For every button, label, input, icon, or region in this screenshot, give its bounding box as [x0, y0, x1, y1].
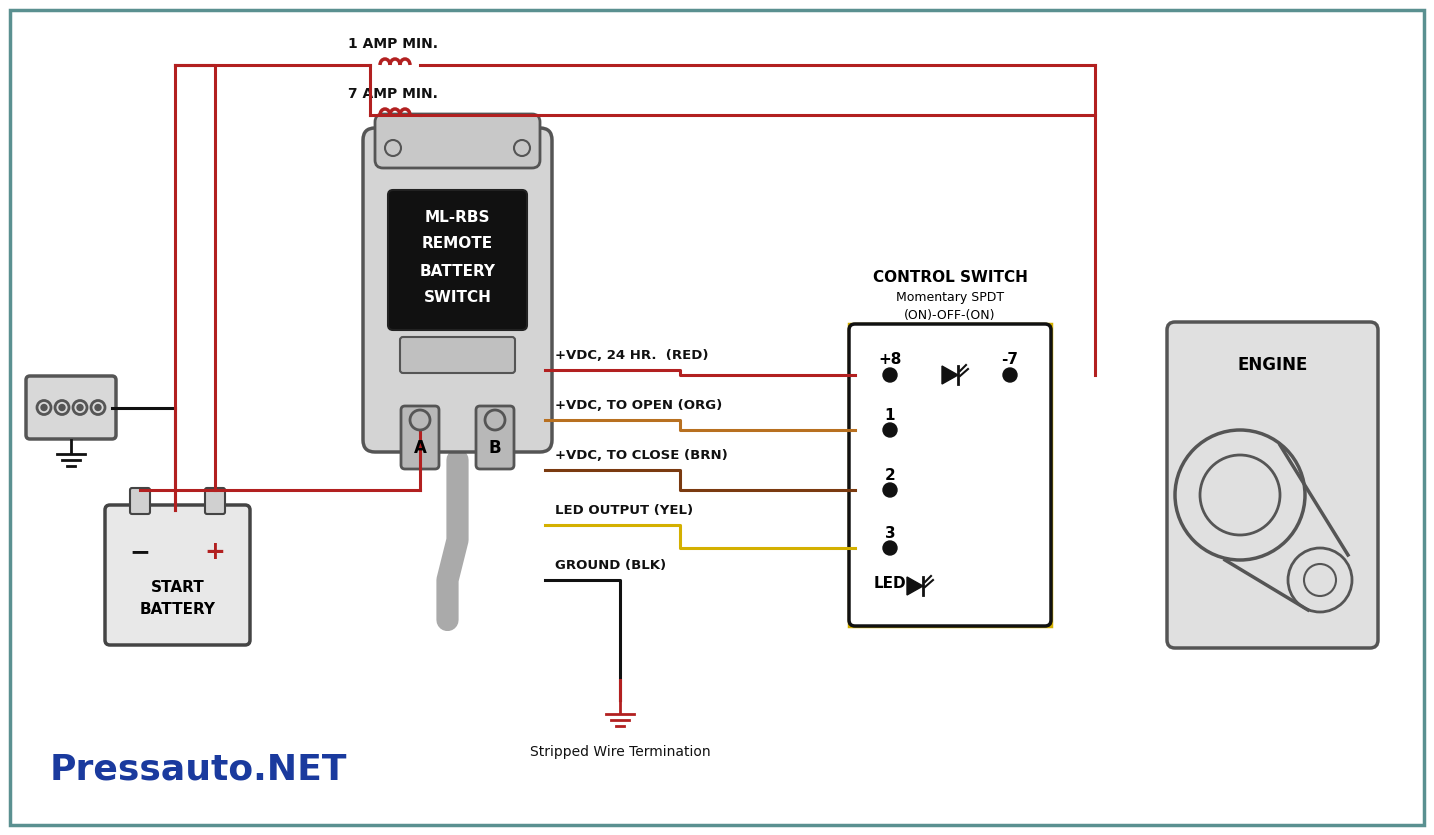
Polygon shape [942, 366, 958, 384]
Text: A: A [413, 439, 426, 457]
Text: START: START [151, 580, 205, 595]
FancyBboxPatch shape [400, 337, 515, 373]
Text: 3: 3 [885, 527, 895, 542]
FancyBboxPatch shape [476, 406, 513, 469]
Text: 2: 2 [885, 468, 895, 483]
FancyBboxPatch shape [376, 114, 541, 168]
Circle shape [883, 541, 898, 555]
FancyBboxPatch shape [205, 488, 225, 514]
FancyBboxPatch shape [389, 190, 528, 330]
Text: ENGINE: ENGINE [1238, 356, 1308, 374]
Text: +VDC, TO CLOSE (BRN): +VDC, TO CLOSE (BRN) [555, 449, 727, 462]
FancyBboxPatch shape [105, 505, 250, 645]
Text: +VDC, TO OPEN (ORG): +VDC, TO OPEN (ORG) [555, 399, 723, 412]
Circle shape [95, 404, 100, 411]
Text: +: + [205, 540, 225, 564]
Circle shape [883, 483, 898, 497]
Bar [849, 324, 1051, 626]
Circle shape [1002, 368, 1017, 382]
Text: (ON)-OFF-(ON): (ON)-OFF-(ON) [905, 308, 995, 321]
Circle shape [42, 404, 47, 411]
Text: CONTROL SWITCH: CONTROL SWITCH [872, 271, 1027, 286]
FancyBboxPatch shape [363, 128, 552, 452]
Circle shape [883, 423, 898, 437]
Text: B: B [489, 439, 502, 457]
Text: 1 AMP MIN.: 1 AMP MIN. [348, 37, 437, 51]
Text: LED: LED [873, 575, 906, 590]
Polygon shape [906, 577, 923, 595]
FancyBboxPatch shape [402, 406, 439, 469]
FancyBboxPatch shape [26, 376, 116, 439]
FancyBboxPatch shape [130, 488, 151, 514]
Circle shape [77, 404, 83, 411]
Circle shape [883, 368, 898, 382]
Text: SWITCH: SWITCH [423, 291, 492, 306]
Text: Momentary SPDT: Momentary SPDT [896, 291, 1004, 303]
Text: LED OUTPUT (YEL): LED OUTPUT (YEL) [555, 504, 693, 517]
Text: 1: 1 [885, 408, 895, 423]
FancyBboxPatch shape [1167, 322, 1378, 648]
Text: ML-RBS: ML-RBS [424, 210, 490, 225]
Text: +VDC, 24 HR.  (RED): +VDC, 24 HR. (RED) [555, 349, 708, 362]
Text: REMOTE: REMOTE [422, 236, 493, 251]
Circle shape [59, 404, 65, 411]
Text: Pressauto.NET: Pressauto.NET [50, 753, 347, 787]
Text: BATTERY: BATTERY [420, 264, 496, 279]
Text: −: − [129, 540, 151, 564]
Text: GROUND (BLK): GROUND (BLK) [555, 559, 667, 572]
Text: BATTERY: BATTERY [139, 603, 215, 618]
Text: Stripped Wire Termination: Stripped Wire Termination [529, 745, 710, 759]
FancyBboxPatch shape [849, 324, 1051, 626]
Text: 7 AMP MIN.: 7 AMP MIN. [348, 87, 437, 101]
Text: +8: +8 [878, 352, 902, 367]
Text: -7: -7 [1001, 352, 1018, 367]
